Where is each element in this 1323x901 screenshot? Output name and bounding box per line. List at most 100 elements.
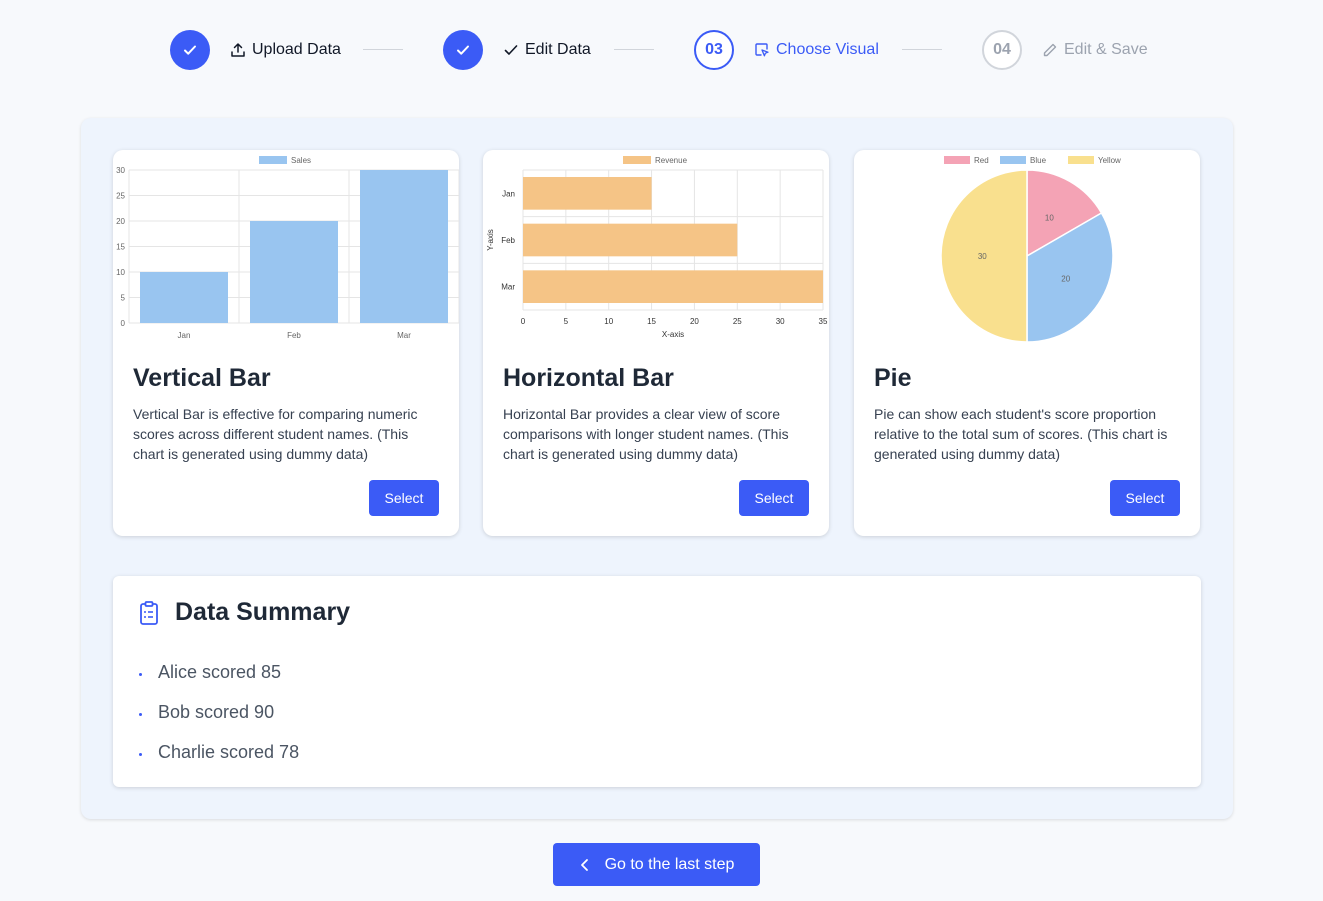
select-horizontal-bar-button[interactable]: Select	[739, 480, 809, 516]
check-icon	[457, 45, 469, 55]
card-title: Pie	[874, 364, 912, 392]
data-label: 10	[1045, 213, 1054, 222]
step-complete-check	[443, 30, 483, 70]
legend-label: Blue	[1030, 156, 1047, 165]
y-tick-label: 5	[121, 294, 126, 303]
x-tick-label: 10	[604, 317, 613, 326]
cursor-select-icon	[755, 43, 769, 57]
y-tick-label: Jan	[502, 189, 515, 198]
x-tick-label: Mar	[397, 331, 411, 340]
vertical-bar-chart: Sales 0 5 10 15 20 25 30 Jan Feb Mar	[116, 156, 459, 340]
step-edit-data[interactable]: Edit Data	[443, 29, 591, 71]
pie-chart: Red Blue Yellow 10 20 30	[940, 156, 1121, 343]
legend-swatch	[259, 156, 287, 164]
step-label-edit: Edit Data	[503, 41, 591, 59]
bar	[250, 221, 338, 323]
x-tick-label: 15	[647, 317, 656, 326]
go-to-last-step-button[interactable]: Go to the last step	[553, 843, 760, 886]
card-title: Vertical Bar	[133, 364, 271, 392]
bullet	[139, 712, 142, 716]
horizontal-bar-chart: Revenue 0 5 10 15 20 25 30 35 Jan Feb Mar X-axis Y-ax…	[486, 156, 828, 339]
x-tick-label: 20	[690, 317, 699, 326]
summary-title: Data Summary	[175, 598, 351, 626]
x-tick-label: Jan	[178, 331, 191, 340]
list-item: Alice scored 85	[137, 652, 299, 692]
y-tick-label: 25	[116, 192, 125, 201]
y-tick-label: 20	[116, 217, 125, 226]
x-axis-label: X-axis	[662, 330, 684, 339]
x-tick-label: Feb	[287, 331, 301, 340]
upload-icon	[231, 43, 245, 57]
bar	[523, 177, 652, 210]
list-item-text: Bob scored 90	[158, 701, 275, 722]
summary-header: Data Summary	[137, 598, 350, 627]
select-vertical-bar-button[interactable]: Select	[369, 480, 439, 516]
chart-card-pie: Red Blue Yellow 10 20 30 Pie Pie can show eac…	[854, 150, 1200, 536]
x-tick-label: 25	[733, 317, 742, 326]
step-edit-save[interactable]: 04 Edit & Save	[982, 29, 1148, 71]
step-label-text: Edit Data	[525, 41, 591, 58]
x-tick-label: 0	[521, 317, 526, 326]
legend-swatch	[944, 156, 970, 164]
y-axis-label: Y-axis	[486, 229, 495, 251]
bullet	[139, 752, 142, 756]
bar	[360, 170, 448, 323]
data-label: 30	[978, 252, 987, 261]
x-tick-label: 35	[819, 317, 828, 326]
legend-label: Red	[974, 156, 989, 165]
pie-slice	[940, 169, 1028, 343]
y-tick-label: 10	[116, 268, 125, 277]
step-choose-visual[interactable]: 03 Choose Visual	[694, 29, 879, 71]
pencil-icon	[1043, 43, 1057, 57]
step-complete-check	[170, 30, 210, 70]
check-icon	[184, 45, 196, 55]
pie-slice	[1026, 211, 1114, 343]
stepper: Upload Data Edit Data 03 Choose Visual 0…	[0, 29, 1323, 71]
y-tick-label: Mar	[501, 283, 515, 292]
list-item-text: Charlie scored 78	[158, 741, 300, 762]
clipboard-list-icon	[140, 600, 158, 625]
last-step-label: Go to the last step	[604, 855, 735, 873]
x-tick-label: 30	[776, 317, 785, 326]
legend-swatch	[1000, 156, 1026, 164]
step-label-text: Choose Visual	[776, 41, 879, 58]
step-label-save: Edit & Save	[1042, 41, 1148, 59]
chevron-left-icon	[580, 858, 588, 871]
bar	[523, 223, 738, 257]
chart-card-vertical-bar: Sales 0 5 10 15 20 25 30 Jan Feb Mar Vertical Bar …	[113, 150, 459, 536]
pie-slice	[1026, 169, 1103, 258]
check-icon	[504, 45, 518, 55]
list-item: Charlie scored 78	[137, 732, 299, 772]
list-item-text: Alice scored 85	[158, 661, 282, 682]
list-item: Bob scored 90	[137, 692, 299, 732]
step-number: 04	[982, 30, 1022, 70]
step-number: 03	[694, 30, 734, 70]
step-upload-data[interactable]: Upload Data	[170, 29, 341, 71]
y-tick-label: Feb	[501, 236, 515, 245]
x-tick-label: 5	[564, 317, 569, 326]
y-tick-label: 0	[121, 319, 126, 328]
legend-swatch	[1068, 156, 1094, 164]
step-connector	[614, 49, 654, 50]
y-tick-label: 30	[116, 166, 125, 175]
step-connector	[363, 49, 403, 50]
card-description: Pie can show each student's score propor…	[874, 406, 1168, 462]
visual-selection-panel: Sales 0 5 10 15 20 25 30 Jan Feb Mar Vertical Bar …	[81, 118, 1233, 819]
data-label: 20	[1061, 274, 1070, 283]
bar	[523, 270, 823, 303]
summary-list: Alice scored 85 Bob scored 90 Charlie sc…	[137, 652, 299, 772]
select-pie-button[interactable]: Select	[1110, 480, 1180, 516]
legend-label: Sales	[291, 156, 311, 165]
y-tick-label: 15	[116, 243, 125, 252]
card-title: Horizontal Bar	[503, 364, 674, 392]
legend-label: Yellow	[1098, 156, 1121, 165]
step-label-text: Upload Data	[252, 41, 341, 58]
chart-card-horizontal-bar: Revenue 0 5 10 15 20 25 30 35 Jan Feb Mar X-axis Y-ax…	[483, 150, 829, 536]
legend-swatch	[623, 156, 651, 164]
bar	[140, 272, 228, 323]
step-label-upload: Upload Data	[230, 41, 341, 59]
card-description: Vertical Bar is effective for comparing …	[133, 406, 418, 462]
bullet	[139, 672, 142, 676]
step-connector	[902, 49, 942, 50]
card-description: Horizontal Bar provides a clear view of …	[503, 406, 789, 462]
